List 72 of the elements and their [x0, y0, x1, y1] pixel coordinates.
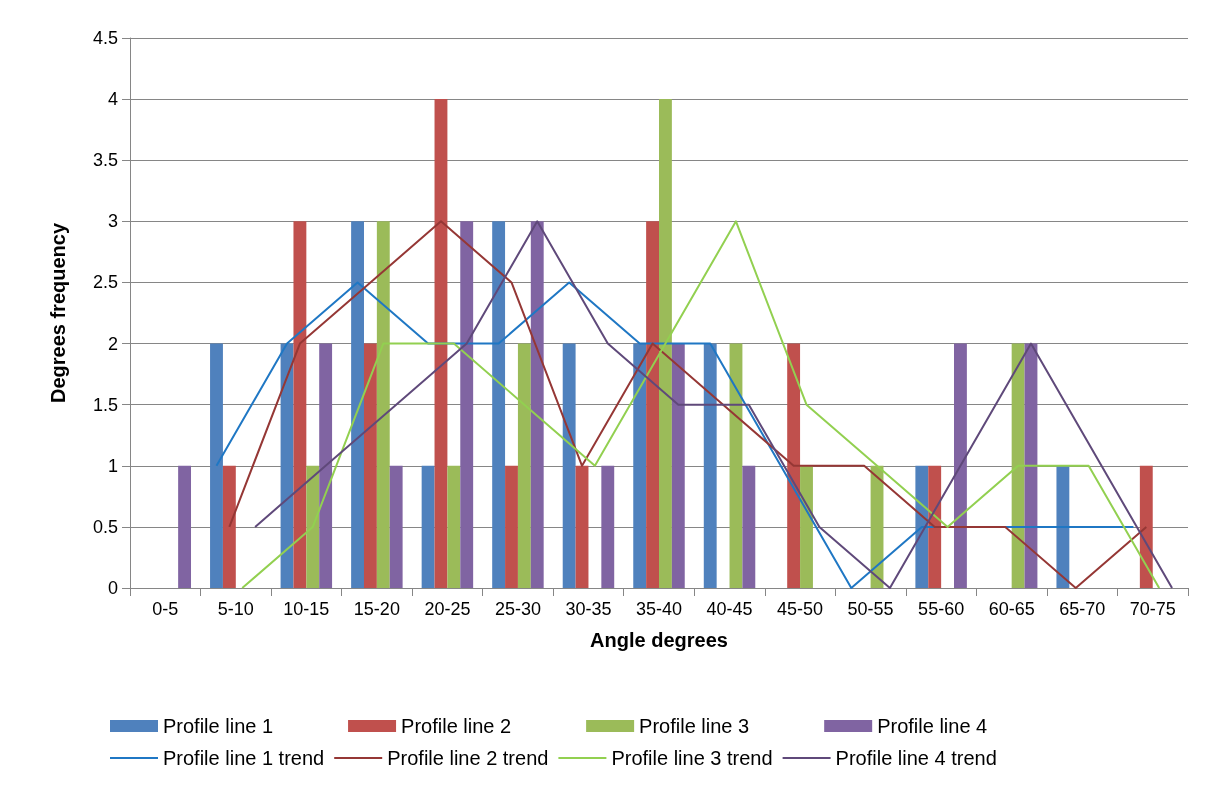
y-tick-label: 2.5: [92, 272, 118, 293]
bar: [460, 221, 474, 588]
bar: [178, 465, 192, 588]
bar: [210, 343, 223, 588]
legend-label: Profile line 2 trend: [387, 747, 549, 769]
bar: [363, 343, 377, 588]
bar: [601, 465, 615, 588]
bar: [293, 221, 307, 588]
bar: [447, 465, 461, 588]
legend-label: Profile line 1 trend: [163, 747, 325, 769]
x-tick-label: 45-50: [777, 599, 824, 619]
bar: [1139, 465, 1153, 588]
x-tick-label: 5-10: [217, 599, 254, 619]
x-axis-title: Angle degrees: [590, 629, 728, 651]
x-tick-label: 0-5: [152, 599, 179, 619]
y-tick-label: 1.5: [92, 394, 118, 415]
bar: [575, 465, 589, 588]
legend-label: Profile line 4: [877, 715, 988, 737]
y-tick-label: 3.5: [92, 150, 118, 171]
x-tick-label: 25-30: [494, 599, 541, 619]
bar: [505, 465, 518, 588]
bar: [646, 221, 659, 588]
bar: [1011, 343, 1025, 588]
legend-label: Profile line 3: [639, 715, 750, 737]
y-tick-label: 2: [107, 333, 118, 354]
x-tick-label: 65-70: [1059, 599, 1106, 619]
bar: [671, 343, 685, 588]
bar: [659, 99, 672, 588]
x-tick-label: 10-15: [283, 599, 330, 619]
y-tick-label: 0: [107, 578, 118, 598]
bar: [376, 221, 390, 588]
bar: [742, 465, 756, 588]
bar: [222, 465, 236, 588]
x-tick-label: 50-55: [847, 599, 894, 619]
bar: [562, 343, 576, 588]
y-tick-label: 4: [107, 89, 118, 110]
x-tick-label: 60-65: [988, 599, 1035, 619]
bar: [517, 343, 531, 588]
legend-label: Profile line 1: [163, 715, 274, 737]
bar: [800, 465, 813, 588]
line-series: [215, 281, 1135, 589]
x-tick-label: 15-20: [353, 599, 400, 619]
bar: [633, 343, 647, 588]
bar: [492, 221, 506, 588]
bar: [530, 221, 544, 588]
x-tick-label: 70-75: [1129, 599, 1176, 619]
bar: [928, 465, 942, 588]
legend-label: Profile line 3 trend: [611, 747, 773, 769]
y-axis-title: Degrees frequency: [47, 222, 69, 404]
bar: [1056, 465, 1070, 588]
x-tick-label: 20-25: [424, 599, 471, 619]
bar: [351, 221, 364, 588]
x-tick-label: 40-45: [706, 599, 753, 619]
y-tick-label: 1: [107, 455, 118, 476]
bar: [954, 343, 967, 588]
y-tick-label: 3: [107, 211, 118, 232]
legend-label: Profile line 4 trend: [835, 747, 997, 769]
bar: [787, 343, 801, 588]
bar: [389, 465, 403, 588]
y-tick-label: 4.5: [92, 28, 118, 48]
bar: [729, 343, 743, 588]
y-tick-label: 0.5: [92, 516, 118, 537]
bar: [915, 465, 929, 588]
bar: [703, 343, 717, 588]
bar: [306, 465, 320, 588]
bar: [319, 343, 333, 588]
bar: [434, 99, 448, 588]
bar: [421, 465, 435, 588]
legend-label: Profile line 2: [401, 715, 512, 737]
x-tick-label: 30-35: [565, 599, 612, 619]
x-tick-label: 55-60: [918, 599, 965, 619]
x-tick-label: 35-40: [635, 599, 683, 619]
